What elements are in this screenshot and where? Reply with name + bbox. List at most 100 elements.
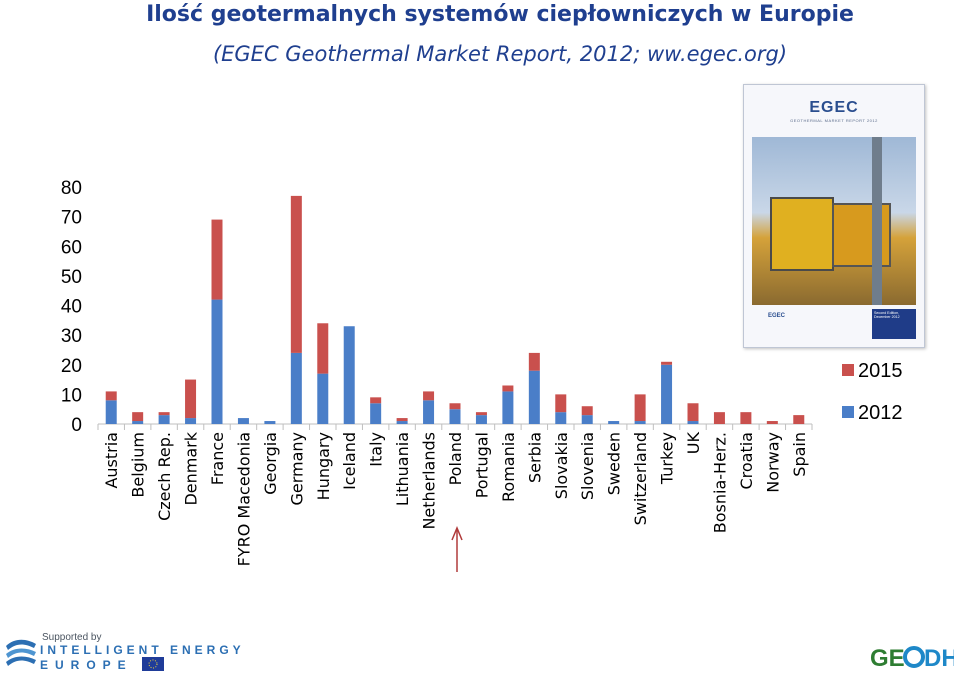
supported-by-label: Supported by: [42, 632, 102, 643]
bar-2012: [396, 421, 408, 424]
page-title: Ilość geotermalnych systemów ciepłownicz…: [146, 2, 854, 27]
y-tick-label: 70: [61, 208, 82, 229]
cover-rig-mast: [872, 137, 882, 305]
x-tick-label: Netherlands: [420, 432, 439, 530]
x-tick-label: Sweden: [605, 432, 624, 495]
bar-2012: [237, 418, 249, 424]
bar-2012: [687, 421, 699, 424]
x-tick-label: Bosnia-Herz.: [710, 432, 729, 533]
bar-2015: [132, 412, 144, 422]
y-tick-label: 80: [61, 178, 82, 199]
bar-2012: [634, 421, 646, 424]
bar-2012: [528, 370, 540, 424]
bar-2015: [502, 385, 514, 392]
legend-swatch: [842, 406, 854, 418]
bar-2012: [581, 415, 593, 424]
x-tick-label: UK: [684, 431, 703, 454]
bar-2015: [793, 415, 805, 424]
programme-name-line2: EUROPE: [40, 658, 133, 672]
cover-subtitle: GEOTHERMAL MARKET REPORT 2012: [790, 118, 878, 123]
bar-2012: [475, 415, 487, 424]
bar-2012: [608, 421, 620, 424]
x-tick-label: Norway: [763, 432, 782, 493]
cover-rig-container-2: [832, 203, 891, 267]
bar-2015: [317, 323, 329, 374]
bar-2015: [475, 412, 487, 416]
bar-2015: [555, 394, 567, 413]
bar-2012: [185, 418, 197, 424]
legend-label: 2015: [858, 360, 903, 382]
page-subtitle: (EGEC Geothermal Market Report, 2012; ww…: [212, 42, 788, 66]
bar-2012: [343, 326, 355, 424]
y-tick-label: 60: [61, 237, 82, 258]
x-tick-label: Hungary: [314, 432, 333, 500]
bar-2015: [211, 219, 223, 300]
bar-2012: [423, 400, 435, 424]
bar-2015: [687, 403, 699, 422]
x-tick-label: Lithuania: [393, 432, 412, 506]
bar-2012: [449, 409, 461, 424]
bar-2015: [740, 412, 752, 424]
x-tick-label: Belgium: [129, 432, 148, 498]
intelligent-energy-logo-icon: [6, 639, 36, 666]
cover-edition-badge: Second Edition, December 2012: [872, 309, 916, 339]
cover-rig-container: [770, 197, 834, 271]
x-tick-label: Czech Rep.: [155, 432, 174, 521]
x-tick-label: France: [208, 432, 227, 485]
svg-text:GE: GE: [870, 645, 905, 672]
x-tick-label: Germany: [287, 432, 306, 506]
bar-2012: [264, 421, 276, 424]
x-tick-label: Portugal: [472, 432, 491, 498]
x-tick-label: Italy: [367, 432, 386, 467]
bar-2012: [317, 373, 329, 424]
programme-name-line1: INTELLIGENT ENERGY: [40, 643, 245, 657]
bar-2012: [211, 299, 223, 424]
highlight-arrow-head: [451, 526, 463, 541]
bar-2012: [502, 391, 514, 424]
cover-logo: EGEC: [768, 313, 786, 319]
cover-brand: EGEC: [809, 99, 859, 116]
bar-2015: [713, 412, 725, 424]
bar-2012: [105, 400, 117, 424]
bar-2015: [370, 397, 382, 404]
bar-2015: [634, 394, 646, 422]
bar-2015: [766, 421, 778, 424]
bar-2012: [661, 364, 673, 424]
x-tick-label: Austria: [102, 432, 121, 489]
bar-2015: [105, 391, 117, 401]
svg-text:DH: DH: [924, 645, 954, 672]
x-tick-label: Serbia: [525, 432, 544, 483]
x-tick-label: Georgia: [261, 432, 280, 495]
y-tick-label: 30: [61, 326, 82, 347]
legend-label: 2012: [858, 402, 903, 424]
bar-2015: [185, 379, 197, 419]
bar-2015: [290, 195, 302, 353]
bar-2015: [158, 412, 170, 416]
x-tick-label: Denmark: [182, 431, 201, 505]
x-tick-label: Romania: [499, 432, 518, 502]
bar-2012: [370, 403, 382, 424]
x-tick-label: Croatia: [737, 432, 756, 490]
x-tick-label: Iceland: [340, 432, 359, 490]
eu-flag-icon: [142, 657, 164, 671]
cover-photo: [752, 137, 916, 305]
x-tick-label: Spain: [790, 432, 809, 477]
x-tick-label: Slovenia: [578, 432, 597, 500]
y-tick-label: 0: [71, 415, 82, 436]
y-tick-label: 10: [61, 385, 82, 406]
bar-2012: [290, 352, 302, 424]
bar-2015: [449, 403, 461, 410]
bar-2015: [396, 418, 408, 422]
x-tick-label: FYRO Macedonia: [234, 432, 253, 566]
y-tick-label: 50: [61, 267, 82, 288]
bar-2015: [528, 352, 540, 371]
bar-2015: [661, 361, 673, 365]
bar-2015: [423, 391, 435, 401]
y-tick-label: 40: [61, 297, 82, 318]
x-tick-label: Poland: [446, 432, 465, 485]
report-cover-image: EGEC GEOTHERMAL MARKET REPORT 2012 EGEC …: [743, 84, 925, 348]
x-tick-label: Slovakia: [552, 432, 571, 499]
x-tick-label: Switzerland: [631, 432, 650, 525]
bar-2015: [581, 406, 593, 416]
